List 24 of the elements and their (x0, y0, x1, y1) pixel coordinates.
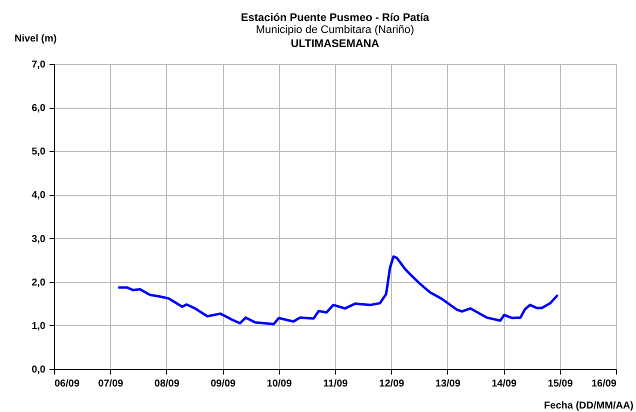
x-tick-label: 08/09 (154, 378, 180, 390)
x-tick-label: 14/09 (492, 378, 518, 390)
x-tick-label: 12/09 (379, 378, 405, 390)
y-tick-label: 4,0 (32, 190, 46, 202)
y-tick-label: 6,0 (32, 103, 46, 114)
x-axis-title: Fecha (DD/MM/AA) (544, 400, 634, 412)
text: ULTIMASEMANA (290, 38, 380, 50)
x-tick-label: 06/09 (54, 378, 80, 390)
y-tick-label: 2,0 (32, 277, 46, 288)
y-tick-label: 0,0 (32, 364, 46, 376)
y-tick-label: 7,0 (32, 60, 46, 70)
x-tick-label: 09/09 (210, 378, 236, 390)
x-tick-label: 15/09 (548, 378, 574, 390)
x-tick-label: 16/09 (591, 378, 617, 390)
x-tick-label: 13/09 (435, 378, 461, 390)
chart-subtitle: Municipio de Cumbitara (Nariño) (256, 24, 414, 36)
x-tick-label: 10/09 (266, 378, 292, 390)
y-tick-label: 1,0 (32, 320, 46, 332)
x-tick-label: 11/09 (323, 378, 348, 390)
x-tick-label: 07/09 (98, 378, 124, 390)
chart-title: Estación Puente Pusmeo - Río Patía (240, 12, 430, 24)
y-axis-title: Nivel (m) (14, 34, 57, 44)
y-tick-label: 5,0 (32, 146, 46, 158)
y-tick-label: 3,0 (32, 234, 46, 245)
